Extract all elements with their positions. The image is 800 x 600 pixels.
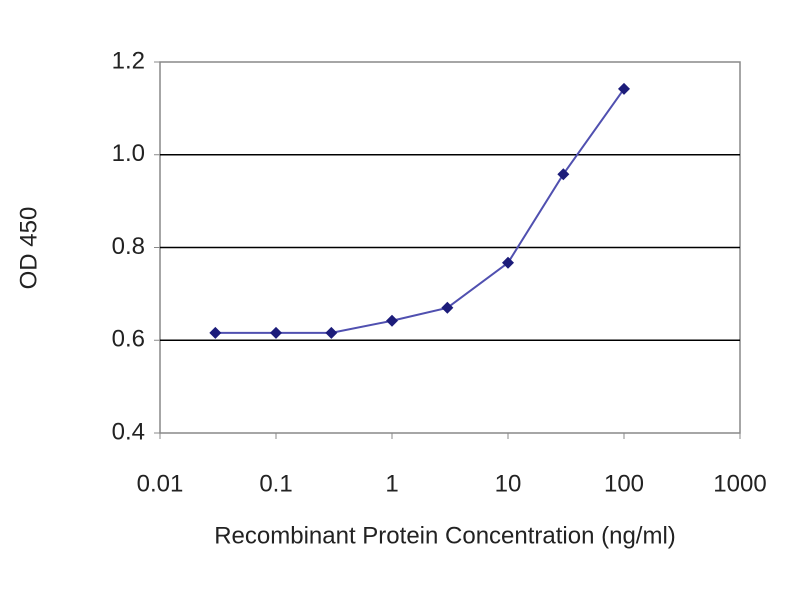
data-point	[209, 326, 222, 339]
x-tick-label: 0.01	[137, 470, 184, 497]
x-tick-label: 0.1	[259, 470, 292, 497]
data-point	[557, 168, 570, 181]
y-tick-label: 1.2	[112, 47, 145, 74]
y-axis-label: OD 450	[15, 207, 42, 290]
x-tick-label: 10	[495, 470, 522, 497]
y-tick-label: 0.4	[112, 418, 145, 445]
data-point	[502, 256, 514, 269]
y-tick-label: 0.8	[112, 233, 145, 260]
data-point	[618, 82, 630, 95]
y-tick-label: 1.0	[112, 140, 145, 167]
x-axis-label: Recombinant Protein Concentration (ng/ml…	[214, 522, 676, 549]
x-tick-label: 1	[385, 470, 398, 497]
data-point	[270, 326, 282, 339]
series-line	[215, 88, 625, 334]
data-point	[441, 301, 454, 314]
data-point	[325, 326, 338, 339]
x-tick-label: 1000	[713, 470, 766, 497]
data-point	[386, 314, 398, 327]
x-tick-label: 100	[604, 470, 644, 497]
y-tick-label: 0.6	[112, 326, 145, 353]
